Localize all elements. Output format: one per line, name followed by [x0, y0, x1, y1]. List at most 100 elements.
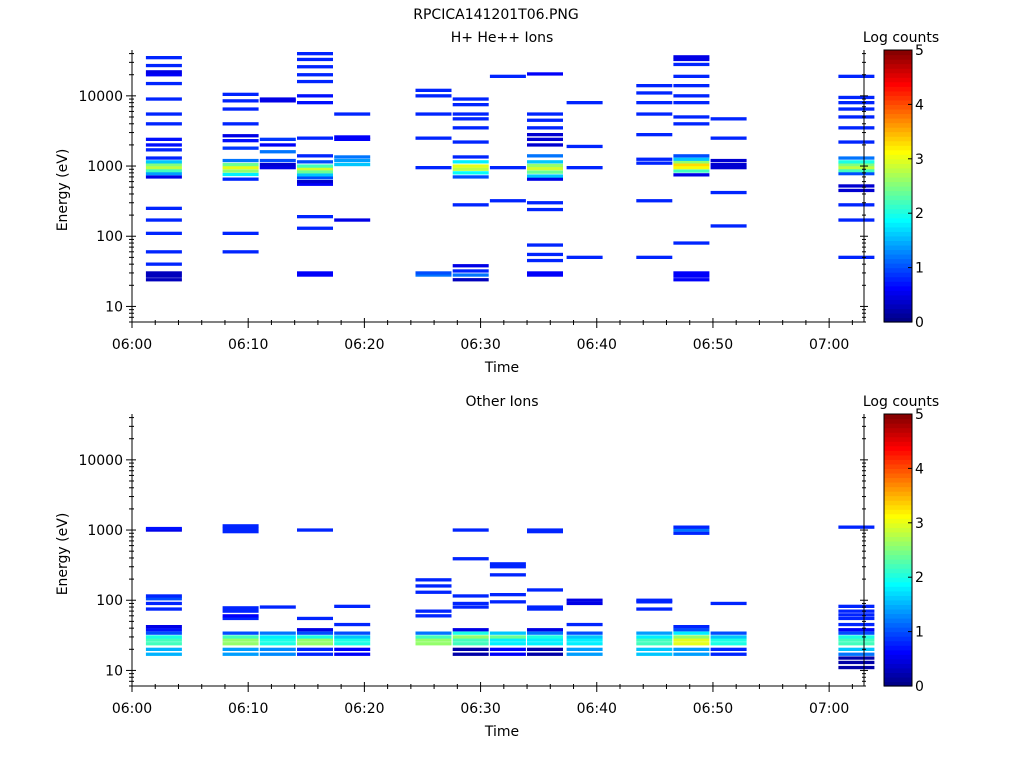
heatmap-cell: [452, 171, 489, 175]
heatmap-cell: [415, 94, 452, 98]
colorbar-segment: [884, 608, 912, 615]
colorbar-segment: [884, 240, 912, 246]
colorbar-segment: [884, 176, 912, 183]
heatmap-cell: [259, 642, 296, 646]
heatmap-cell: [489, 562, 526, 566]
colorbar-segment: [884, 450, 912, 456]
heatmap-cell: [489, 166, 526, 170]
heatmap-cell: [222, 526, 259, 531]
heatmap-cell: [673, 525, 710, 529]
heatmap-cell: [334, 647, 371, 651]
heatmap-cell: [710, 601, 747, 606]
colorbar-segment: [884, 540, 912, 547]
heatmap-cell: [710, 158, 747, 163]
heatmap-cell: [838, 656, 875, 660]
heatmap-cell: [415, 166, 452, 170]
x-tick-label: 06:00: [112, 701, 152, 717]
heatmap-cell: [222, 122, 259, 126]
heatmap-cell: [222, 139, 259, 143]
heatmap-cell: [452, 273, 489, 277]
colorbar-segment: [884, 72, 912, 78]
heatmap-cell: [222, 647, 259, 651]
y-tick-label: 100: [96, 593, 123, 609]
heatmap-cell: [838, 115, 875, 119]
heatmap-cell: [838, 635, 875, 639]
heatmap-cell: [636, 631, 673, 635]
heatmap-cell: [145, 206, 182, 210]
heatmap-cell: [297, 136, 333, 140]
heatmap-cell: [452, 160, 489, 164]
heatmap-cell: [673, 531, 710, 535]
colorbar-segment: [884, 627, 912, 633]
colorbar-segment: [884, 199, 912, 205]
colorbar-segment: [884, 190, 912, 196]
heatmap-cell: [145, 601, 182, 606]
x-tick-label: 06:20: [344, 701, 384, 717]
colorbar-segment: [884, 586, 912, 592]
heatmap-cell: [710, 190, 747, 195]
heatmap-cell: [334, 652, 371, 656]
heatmap-cell: [452, 167, 489, 171]
heatmap-cell: [838, 126, 875, 130]
heatmap-cell: [673, 528, 710, 532]
heatmap-cell: [297, 631, 333, 635]
heatmap-cell: [710, 162, 747, 167]
heatmap-cell: [673, 55, 710, 59]
heatmap-cell: [259, 143, 296, 147]
heatmap-cell: [527, 638, 563, 642]
colorbar-segment: [884, 303, 912, 309]
x-tick-label: 07:00: [809, 337, 849, 353]
x-axis-label: Time: [484, 360, 519, 376]
colorbar-segment: [884, 500, 912, 506]
colorbar-segment: [884, 267, 912, 273]
heatmap-cell: [527, 631, 563, 635]
heatmap-cell: [145, 597, 182, 601]
heatmap-cell: [673, 271, 710, 275]
colorbar-segment: [884, 299, 912, 305]
heatmap-cell: [636, 255, 673, 259]
colorbar-tick-label: 4: [915, 461, 924, 477]
heatmap-cell: [297, 652, 333, 656]
heatmap-cell: [636, 112, 673, 116]
colorbar-segment: [884, 414, 912, 420]
heatmap-cell: [838, 160, 875, 164]
heatmap-cell: [145, 638, 182, 642]
colorbar-segment: [884, 418, 912, 424]
colorbar-segment: [884, 595, 912, 601]
colorbar-segment: [884, 154, 912, 160]
heatmap-cell: [527, 652, 563, 656]
heatmap-cell: [259, 605, 296, 609]
colorbar-segment: [884, 491, 912, 497]
heatmap-cell: [673, 154, 710, 158]
x-tick-label: 06:40: [577, 701, 617, 717]
heatmap-cell: [673, 647, 710, 651]
colorbar-segment: [884, 276, 912, 282]
heatmap-cell: [334, 112, 371, 116]
heatmap-cell: [838, 162, 875, 167]
heatmap-cell: [452, 631, 489, 635]
heatmap-cell: [566, 635, 603, 639]
heatmap-cell: [636, 101, 673, 105]
heatmap-cell: [838, 184, 875, 188]
heatmap-cell: [636, 157, 673, 161]
heatmap-cell: [566, 647, 603, 651]
heatmap-cell: [452, 557, 489, 561]
colorbar-segment: [884, 618, 912, 624]
heatmap-cell: [415, 271, 452, 275]
colorbar-segment: [884, 654, 912, 660]
colorbar-segment: [884, 482, 912, 488]
colorbar-segment: [884, 472, 912, 479]
heatmap-cell: [452, 112, 489, 116]
heatmap-cell: [527, 163, 563, 168]
heatmap-cell: [527, 252, 563, 257]
heatmap-cell: [222, 146, 259, 150]
heatmap-cell: [710, 117, 747, 121]
colorbar-segment: [884, 522, 912, 528]
colorbar-segment: [884, 613, 912, 619]
colorbar-segment: [884, 226, 912, 232]
colorbar-segment: [884, 663, 912, 669]
heatmap-cell: [673, 652, 710, 656]
heatmap-cell: [145, 156, 182, 160]
colorbar-segment: [884, 312, 912, 319]
heatmap-cell: [259, 635, 296, 639]
